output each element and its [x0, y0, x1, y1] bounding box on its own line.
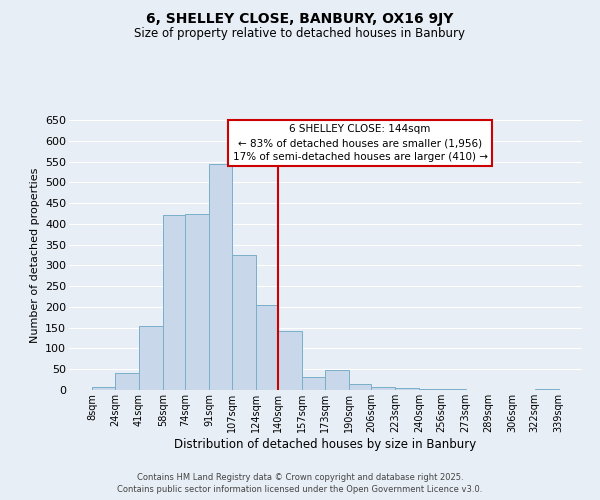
Bar	[256, 305, 278, 390]
Bar	[232, 255, 256, 390]
Bar	[185, 214, 209, 390]
Text: Contains HM Land Registry data © Crown copyright and database right 2025.: Contains HM Land Registry data © Crown c…	[137, 472, 463, 482]
X-axis label: Distribution of detached houses by size in Banbury: Distribution of detached houses by size …	[175, 438, 476, 450]
Bar	[302, 377, 325, 390]
Bar	[139, 326, 163, 390]
Bar	[92, 386, 115, 390]
Bar	[209, 164, 232, 390]
Y-axis label: Number of detached properties: Number of detached properties	[29, 168, 40, 342]
Bar	[349, 384, 371, 390]
Text: Contains public sector information licensed under the Open Government Licence v3: Contains public sector information licen…	[118, 485, 482, 494]
Bar	[371, 387, 395, 390]
Bar	[278, 330, 302, 390]
Text: Size of property relative to detached houses in Banbury: Size of property relative to detached ho…	[134, 28, 466, 40]
Text: 6, SHELLEY CLOSE, BANBURY, OX16 9JY: 6, SHELLEY CLOSE, BANBURY, OX16 9JY	[146, 12, 454, 26]
Bar	[395, 388, 419, 390]
Text: 6 SHELLEY CLOSE: 144sqm
← 83% of detached houses are smaller (1,956)
17% of semi: 6 SHELLEY CLOSE: 144sqm ← 83% of detache…	[233, 124, 488, 162]
Bar	[442, 389, 466, 390]
Bar	[115, 372, 139, 390]
Bar	[535, 389, 559, 390]
Bar	[325, 370, 349, 390]
Bar	[419, 389, 442, 390]
Bar	[163, 214, 185, 390]
